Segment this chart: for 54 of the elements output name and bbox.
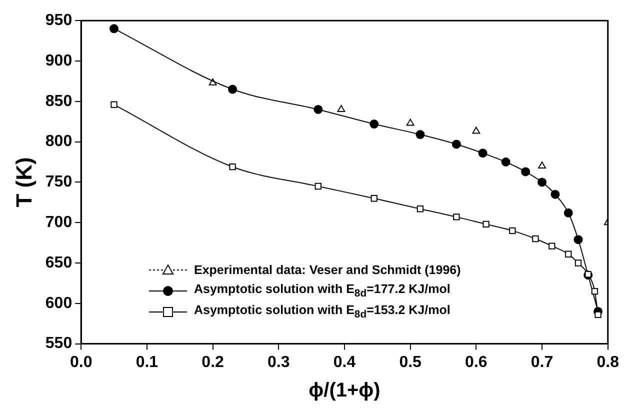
point xyxy=(416,130,425,140)
point xyxy=(416,206,424,212)
x-tick-label: 0.2 xyxy=(202,354,224,371)
point xyxy=(314,182,322,190)
point xyxy=(548,242,556,250)
point xyxy=(538,178,547,187)
point xyxy=(452,140,461,149)
y-tick-label: 900 xyxy=(45,52,72,70)
x-tick-label: 0.5 xyxy=(399,354,422,371)
legend-label: Asymptotic solution with E$_{8d}$=177.2 KJ/mol xyxy=(194,282,450,300)
point xyxy=(370,120,379,129)
point xyxy=(314,104,323,114)
x-tick-label: 0.6 xyxy=(465,354,488,371)
point xyxy=(478,148,488,158)
point xyxy=(453,214,460,220)
x-tick-label: 0.4 xyxy=(333,354,356,371)
point xyxy=(538,162,546,169)
point xyxy=(521,167,530,176)
y-tick-label: 600 xyxy=(45,294,72,312)
x-axis-title: ϕ/(1+ϕ) xyxy=(308,380,380,402)
point xyxy=(564,208,573,218)
x-tick-label: 0.8 xyxy=(596,354,620,371)
point xyxy=(482,220,490,228)
y-tick-label: 700 xyxy=(45,214,72,232)
point xyxy=(370,195,378,202)
x-tick-label: 0.0 xyxy=(70,354,92,371)
point xyxy=(591,288,598,295)
x-tick-label: 0.1 xyxy=(136,354,158,371)
point xyxy=(532,235,539,242)
point xyxy=(337,104,346,112)
y-tick-label: 750 xyxy=(45,174,72,191)
point xyxy=(110,24,119,34)
legend-label: Asymptotic solution with E$_{8d}$=153.2 KJ/mol xyxy=(194,302,450,320)
y-tick-label: 550 xyxy=(45,335,72,352)
y-tick-label: 950 xyxy=(45,12,72,30)
point xyxy=(229,164,236,170)
y-tick-label: 650 xyxy=(45,254,72,272)
x-tick-label: 0.3 xyxy=(268,354,290,371)
y-axis-title: T (K) xyxy=(11,157,36,208)
point xyxy=(406,118,414,126)
point xyxy=(228,84,238,94)
point xyxy=(594,311,602,318)
point xyxy=(565,250,572,258)
legend-label: Experimental data: Veser and Schmidt (1996) xyxy=(194,262,461,276)
y-tick-label: 800 xyxy=(45,133,72,150)
point xyxy=(574,260,582,266)
y-tick-label: 850 xyxy=(45,92,72,110)
x-tick-label: 0.7 xyxy=(530,354,554,371)
point xyxy=(509,227,516,234)
point xyxy=(110,101,118,108)
point xyxy=(501,158,510,166)
point xyxy=(574,235,583,244)
point xyxy=(472,126,480,134)
point xyxy=(550,190,560,199)
